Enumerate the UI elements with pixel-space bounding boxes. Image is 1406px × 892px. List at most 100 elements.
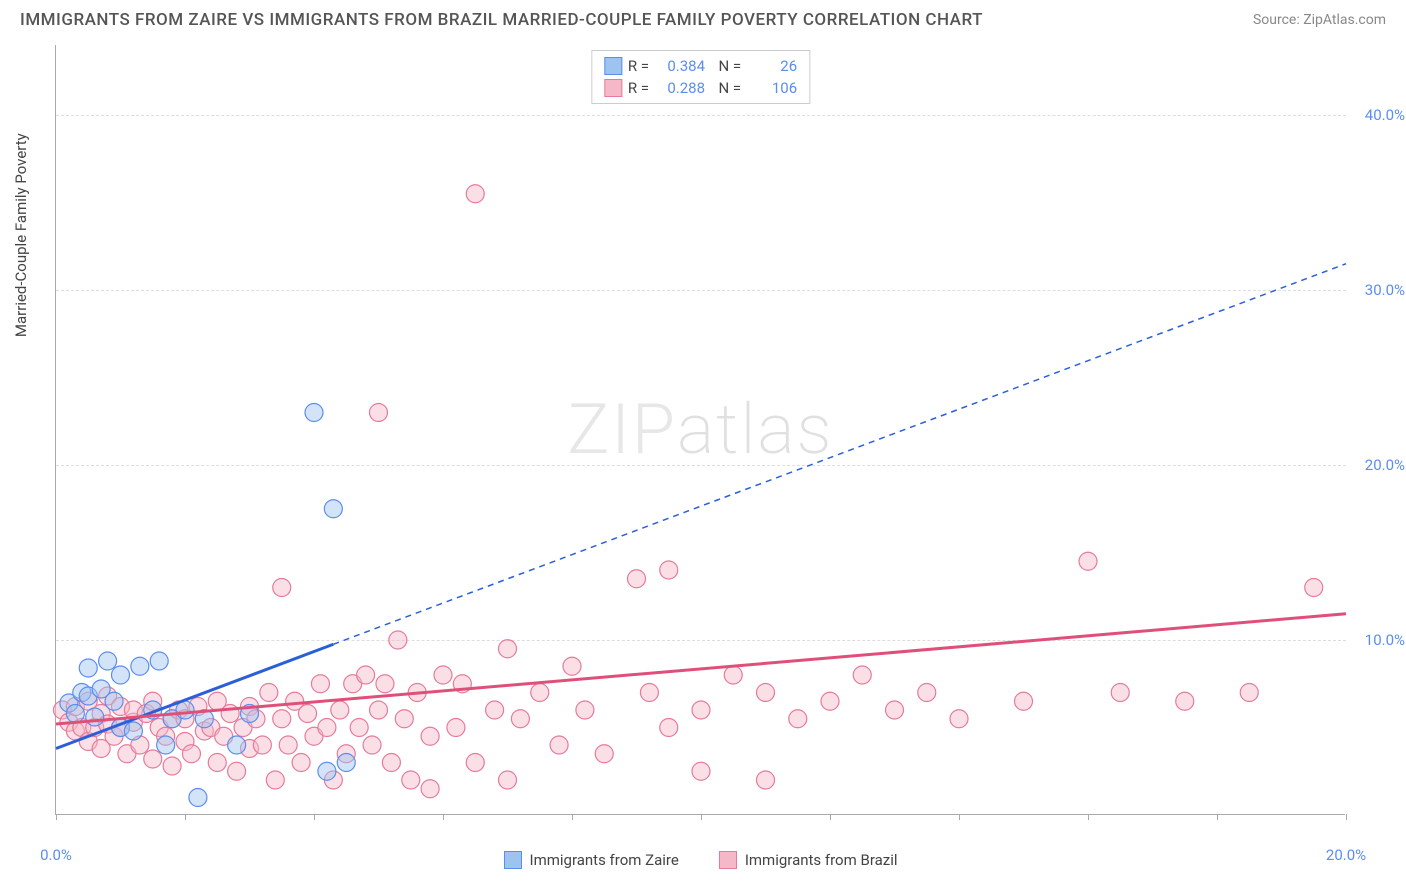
data-point-zaire [189, 789, 207, 807]
data-point-brazil [208, 754, 226, 772]
swatch-brazil [719, 851, 737, 869]
stat-n-brazil: 106 [747, 79, 797, 97]
data-point-brazil [253, 736, 271, 754]
stat-n-label: N = [711, 79, 741, 97]
data-point-brazil [576, 701, 594, 719]
stats-row-zaire: R = 0.384 N = 26 [604, 55, 797, 77]
data-point-brazil [499, 640, 517, 658]
data-point-brazil [376, 675, 394, 693]
y-axis-label: Married-Couple Family Poverty [12, 133, 30, 337]
data-point-brazil [511, 710, 529, 728]
data-point-zaire [324, 500, 342, 518]
stat-n-label: N = [711, 57, 741, 75]
data-point-brazil [886, 701, 904, 719]
x-tick [1346, 814, 1347, 820]
data-point-brazil [1111, 684, 1129, 702]
data-point-brazil [1015, 692, 1033, 710]
data-point-brazil [950, 710, 968, 728]
plot-box: 0.0%20.0% Married-Couple Family Poverty … [55, 45, 1345, 815]
data-point-brazil [163, 757, 181, 775]
data-point-brazil [1079, 552, 1097, 570]
data-point-zaire [79, 659, 97, 677]
x-tick-label: 0.0% [40, 846, 72, 864]
trend-line-dashed-zaire [333, 264, 1346, 645]
data-point-brazil [499, 771, 517, 789]
swatch-zaire [604, 57, 622, 75]
data-point-brazil [821, 692, 839, 710]
data-point-brazil [370, 404, 388, 422]
swatch-zaire [503, 851, 521, 869]
data-point-brazil [363, 736, 381, 754]
data-point-zaire [337, 754, 355, 772]
data-point-brazil [1240, 684, 1258, 702]
data-point-brazil [466, 754, 484, 772]
legend-item-zaire: Immigrants from Zaire [503, 851, 678, 869]
data-point-brazil [318, 719, 336, 737]
data-point-brazil [757, 684, 775, 702]
data-point-brazil [466, 185, 484, 203]
stat-r-zaire: 0.384 [655, 57, 705, 75]
data-point-brazil [273, 710, 291, 728]
data-point-brazil [660, 561, 678, 579]
y-tick-label: 40.0% [1365, 106, 1405, 124]
data-point-brazil [144, 750, 162, 768]
legend-label-zaire: Immigrants from Zaire [529, 851, 678, 869]
legend-label-brazil: Immigrants from Brazil [745, 851, 898, 869]
data-point-brazil [628, 570, 646, 588]
data-point-brazil [757, 771, 775, 789]
data-point-brazil [1305, 579, 1323, 597]
data-point-brazil [279, 736, 297, 754]
data-point-brazil [228, 762, 246, 780]
data-point-zaire [131, 657, 149, 675]
data-point-brazil [311, 675, 329, 693]
stat-r-label: R = [628, 57, 649, 75]
stat-r-label: R = [628, 79, 649, 97]
legend-item-brazil: Immigrants from Brazil [719, 851, 898, 869]
data-point-zaire [66, 705, 84, 723]
y-tick-label: 10.0% [1365, 631, 1405, 649]
data-point-brazil [389, 631, 407, 649]
swatch-brazil [604, 79, 622, 97]
data-point-brazil [370, 701, 388, 719]
data-point-brazil [447, 719, 465, 737]
source-attribution: Source: ZipAtlas.com [1253, 12, 1386, 28]
data-point-brazil [357, 666, 375, 684]
data-point-brazil [421, 780, 439, 798]
data-point-zaire [318, 762, 336, 780]
data-point-brazil [260, 684, 278, 702]
x-tick-label: 20.0% [1326, 846, 1366, 864]
bottom-legend: Immigrants from Zaire Immigrants from Br… [503, 851, 897, 869]
chart-title: IMMIGRANTS FROM ZAIRE VS IMMIGRANTS FROM… [20, 10, 983, 30]
chart-area: 0.0%20.0% Married-Couple Family Poverty … [55, 45, 1345, 815]
data-point-brazil [918, 684, 936, 702]
data-point-brazil [660, 719, 678, 737]
data-point-zaire [305, 404, 323, 422]
data-point-brazil [563, 657, 581, 675]
data-point-brazil [595, 745, 613, 763]
y-tick-label: 20.0% [1365, 456, 1405, 474]
data-point-brazil [692, 762, 710, 780]
stat-r-brazil: 0.288 [655, 79, 705, 97]
y-tick-label: 30.0% [1365, 281, 1405, 299]
data-point-brazil [292, 754, 310, 772]
data-point-zaire [124, 722, 142, 740]
data-point-brazil [402, 771, 420, 789]
data-point-brazil [550, 736, 568, 754]
data-point-brazil [273, 579, 291, 597]
data-point-zaire [86, 708, 104, 726]
data-point-brazil [853, 666, 871, 684]
data-point-brazil [1176, 692, 1194, 710]
data-point-brazil [395, 710, 413, 728]
chart-header: IMMIGRANTS FROM ZAIRE VS IMMIGRANTS FROM… [0, 0, 1406, 35]
data-point-zaire [157, 736, 175, 754]
data-point-brazil [531, 684, 549, 702]
data-point-brazil [331, 701, 349, 719]
data-point-zaire [99, 652, 117, 670]
data-point-brazil [421, 727, 439, 745]
data-point-brazil [640, 684, 658, 702]
data-point-brazil [182, 745, 200, 763]
stats-row-brazil: R = 0.288 N = 106 [604, 77, 797, 99]
data-point-brazil [434, 666, 452, 684]
data-point-brazil [789, 710, 807, 728]
data-point-zaire [228, 736, 246, 754]
